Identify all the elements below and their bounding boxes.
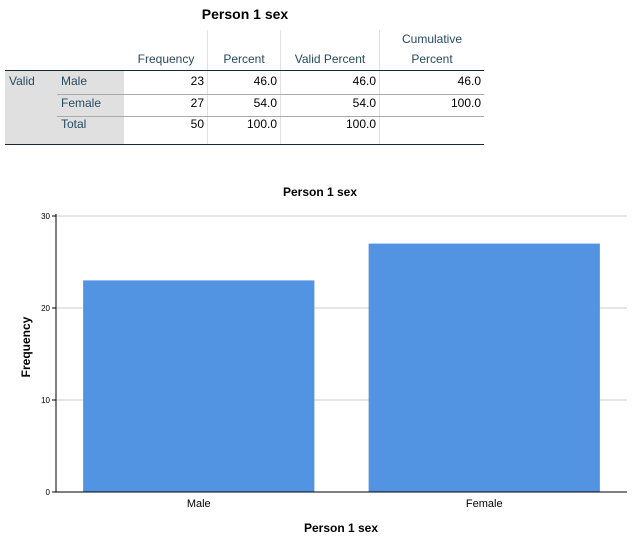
- bar-chart: Person 1 sex 0 10 20 30 Male Female Person 1 …: [19, 185, 627, 535]
- cell-percent: 54.0: [253, 96, 277, 110]
- x-tick-label: Male: [187, 498, 211, 510]
- cell-valid-percent: 100.0: [345, 117, 376, 131]
- y-tick-label: 0: [46, 488, 51, 497]
- cell-frequency: 50: [190, 117, 204, 131]
- cell-cumulative: 46.0: [457, 74, 481, 88]
- header-valid-percent: Valid Percent: [294, 52, 366, 66]
- y-tick-label: 10: [41, 396, 50, 405]
- cell-valid-percent: 54.0: [352, 96, 376, 110]
- group-label-valid: Valid: [9, 74, 35, 88]
- cell-frequency: 27: [190, 96, 204, 110]
- axes: 0 10 20 30 Male Female: [41, 212, 627, 510]
- row-label: Male: [61, 74, 88, 88]
- header-rule: [5, 70, 484, 71]
- cell-frequency: 23: [190, 74, 204, 88]
- header-percent: Percent: [223, 52, 265, 66]
- bar-male: [83, 280, 315, 492]
- x-tick-label: Female: [466, 498, 503, 510]
- chart-title: Person 1 sex: [283, 185, 357, 199]
- row-label: Female: [61, 96, 102, 110]
- row-label: Total: [61, 117, 87, 131]
- column-divider: [207, 30, 208, 144]
- y-axis-title: Frequency: [19, 316, 33, 377]
- y-tick-label: 30: [41, 212, 50, 221]
- row-rule: [57, 116, 484, 117]
- table-title: Person 1 sex: [201, 6, 289, 22]
- header-frequency: Frequency: [137, 52, 195, 66]
- cell-cumulative: 100.0: [450, 96, 481, 110]
- y-tick-label: 20: [41, 304, 50, 313]
- table-bottom-rule: [5, 144, 484, 145]
- column-divider: [280, 30, 281, 144]
- cell-valid-percent: 46.0: [352, 74, 376, 88]
- bar-female: [368, 243, 600, 492]
- bars: [83, 243, 600, 492]
- x-axis-title: Person 1 sex: [304, 521, 378, 535]
- cell-percent: 46.0: [253, 74, 277, 88]
- column-divider: [379, 30, 380, 144]
- row-rule: [57, 94, 484, 95]
- header-cumulative-line2: Percent: [411, 52, 453, 66]
- header-cumulative-line1: Cumulative: [401, 32, 463, 46]
- row-label-background: [5, 70, 124, 144]
- cell-percent: 100.0: [246, 117, 277, 131]
